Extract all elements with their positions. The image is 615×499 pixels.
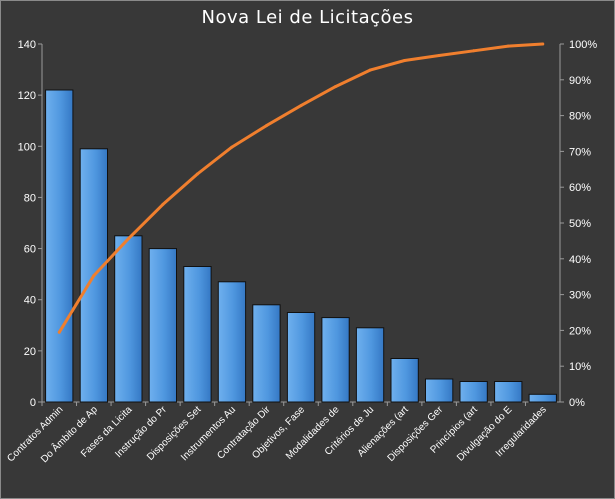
bar	[148, 248, 177, 403]
cumulative-line-series	[57, 42, 545, 334]
bar	[114, 235, 143, 403]
y-tick-label: 140	[18, 39, 36, 51]
y-axis-ticks: 0 20 40 60 80 100 120 140	[18, 39, 42, 409]
chart-title: Nova Lei de Licitações	[201, 7, 414, 28]
bar	[459, 381, 488, 403]
bar	[494, 381, 523, 403]
bar	[286, 312, 316, 403]
bar	[355, 327, 385, 403]
bar	[528, 393, 557, 403]
y2-tick-label: 50%	[569, 218, 591, 230]
line-point	[334, 85, 337, 89]
y-tick-label: 100	[18, 141, 36, 153]
y-tick-label: 60	[24, 244, 36, 256]
line-point	[92, 274, 96, 278]
line-point	[57, 330, 61, 334]
line-point	[299, 104, 303, 108]
x-tick-label: Do Âmbito de Ap	[38, 403, 101, 466]
bar	[45, 89, 74, 403]
y2-tick-label: 60%	[569, 182, 591, 194]
bar	[390, 358, 419, 403]
y-tick-label: 120	[18, 90, 36, 102]
y-tick-label: 0	[30, 397, 36, 409]
bar	[217, 281, 247, 403]
bar	[425, 378, 454, 403]
y2-tick-label: 90%	[569, 75, 591, 87]
line-point	[506, 44, 510, 48]
y2-axis-ticks: 0% 10% 20% 30% 40% 50% 60% 70% 80% 90% 100%	[560, 39, 597, 409]
y-tick-label: 20	[24, 346, 36, 358]
bar-series	[45, 89, 557, 403]
y2-tick-label: 20%	[569, 325, 591, 337]
line-point	[230, 145, 234, 149]
y2-tick-label: 70%	[569, 146, 591, 158]
line-point	[541, 42, 545, 46]
line-point	[161, 202, 165, 206]
line-point	[126, 237, 130, 241]
line-point	[195, 172, 199, 176]
bar	[183, 266, 212, 403]
y2-tick-label: 100%	[569, 39, 597, 51]
line-point	[368, 68, 372, 72]
y-tick-label: 80	[24, 192, 36, 204]
line-point	[472, 49, 476, 53]
line-point	[403, 59, 407, 62]
y2-tick-label: 0%	[569, 397, 585, 409]
y2-tick-label: 40%	[569, 254, 591, 266]
bar	[252, 304, 281, 403]
y2-tick-label: 30%	[569, 290, 591, 302]
line-point	[265, 124, 268, 128]
y-tick-label: 40	[24, 295, 36, 307]
bar	[321, 317, 350, 403]
y2-tick-label: 80%	[569, 111, 591, 123]
line-point	[437, 54, 441, 57]
y2-tick-label: 10%	[569, 361, 591, 373]
